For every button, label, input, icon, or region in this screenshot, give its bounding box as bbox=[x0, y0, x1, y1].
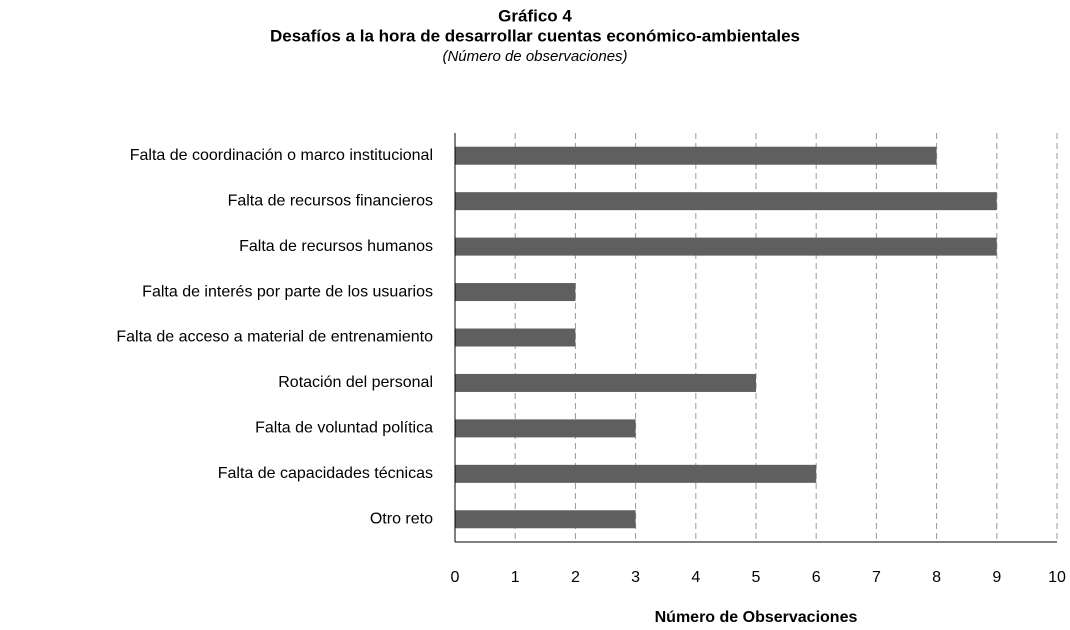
x-tick-label: 6 bbox=[812, 569, 821, 586]
y-tick-label: Rotación del personal bbox=[278, 374, 433, 391]
x-tick-label: 5 bbox=[752, 569, 761, 586]
x-tick-label: 7 bbox=[872, 569, 881, 586]
x-tick-label: 0 bbox=[451, 569, 460, 586]
chart-subtitle: Desafíos a la hora de desarrollar cuenta… bbox=[270, 26, 800, 45]
y-tick-label: Falta de interés por parte de los usuari… bbox=[142, 283, 433, 300]
bar bbox=[455, 146, 937, 165]
bar bbox=[455, 328, 576, 347]
y-tick-label: Otro reto bbox=[370, 510, 433, 527]
y-tick-label: Falta de acceso a material de entrenamie… bbox=[116, 329, 433, 346]
chart-title: Gráfico 4 bbox=[498, 6, 572, 25]
chart-note: (Número de observaciones) bbox=[442, 48, 627, 65]
x-tick-label: 1 bbox=[511, 569, 520, 586]
x-tick-label: 3 bbox=[631, 569, 640, 586]
y-tick-label: Falta de voluntad política bbox=[255, 420, 433, 437]
y-tick-label: Falta de coordinación o marco institucio… bbox=[130, 147, 433, 164]
bar bbox=[455, 373, 756, 392]
bar bbox=[455, 510, 636, 529]
x-tick-label: 4 bbox=[691, 569, 700, 586]
bar bbox=[455, 464, 817, 483]
bar bbox=[455, 419, 636, 438]
bar bbox=[455, 237, 997, 256]
bar bbox=[455, 283, 576, 302]
x-tick-label: 8 bbox=[932, 569, 941, 586]
y-tick-label: Falta de recursos financieros bbox=[228, 192, 433, 209]
x-axis-label: Número de Observaciones bbox=[655, 609, 858, 626]
y-tick-label: Falta de recursos humanos bbox=[239, 238, 433, 255]
bar bbox=[455, 192, 997, 211]
x-tick-label: 2 bbox=[571, 569, 580, 586]
x-tick-label: 10 bbox=[1048, 569, 1066, 586]
y-tick-label: Falta de capacidades técnicas bbox=[218, 465, 433, 482]
x-tick-label: 9 bbox=[992, 569, 1001, 586]
